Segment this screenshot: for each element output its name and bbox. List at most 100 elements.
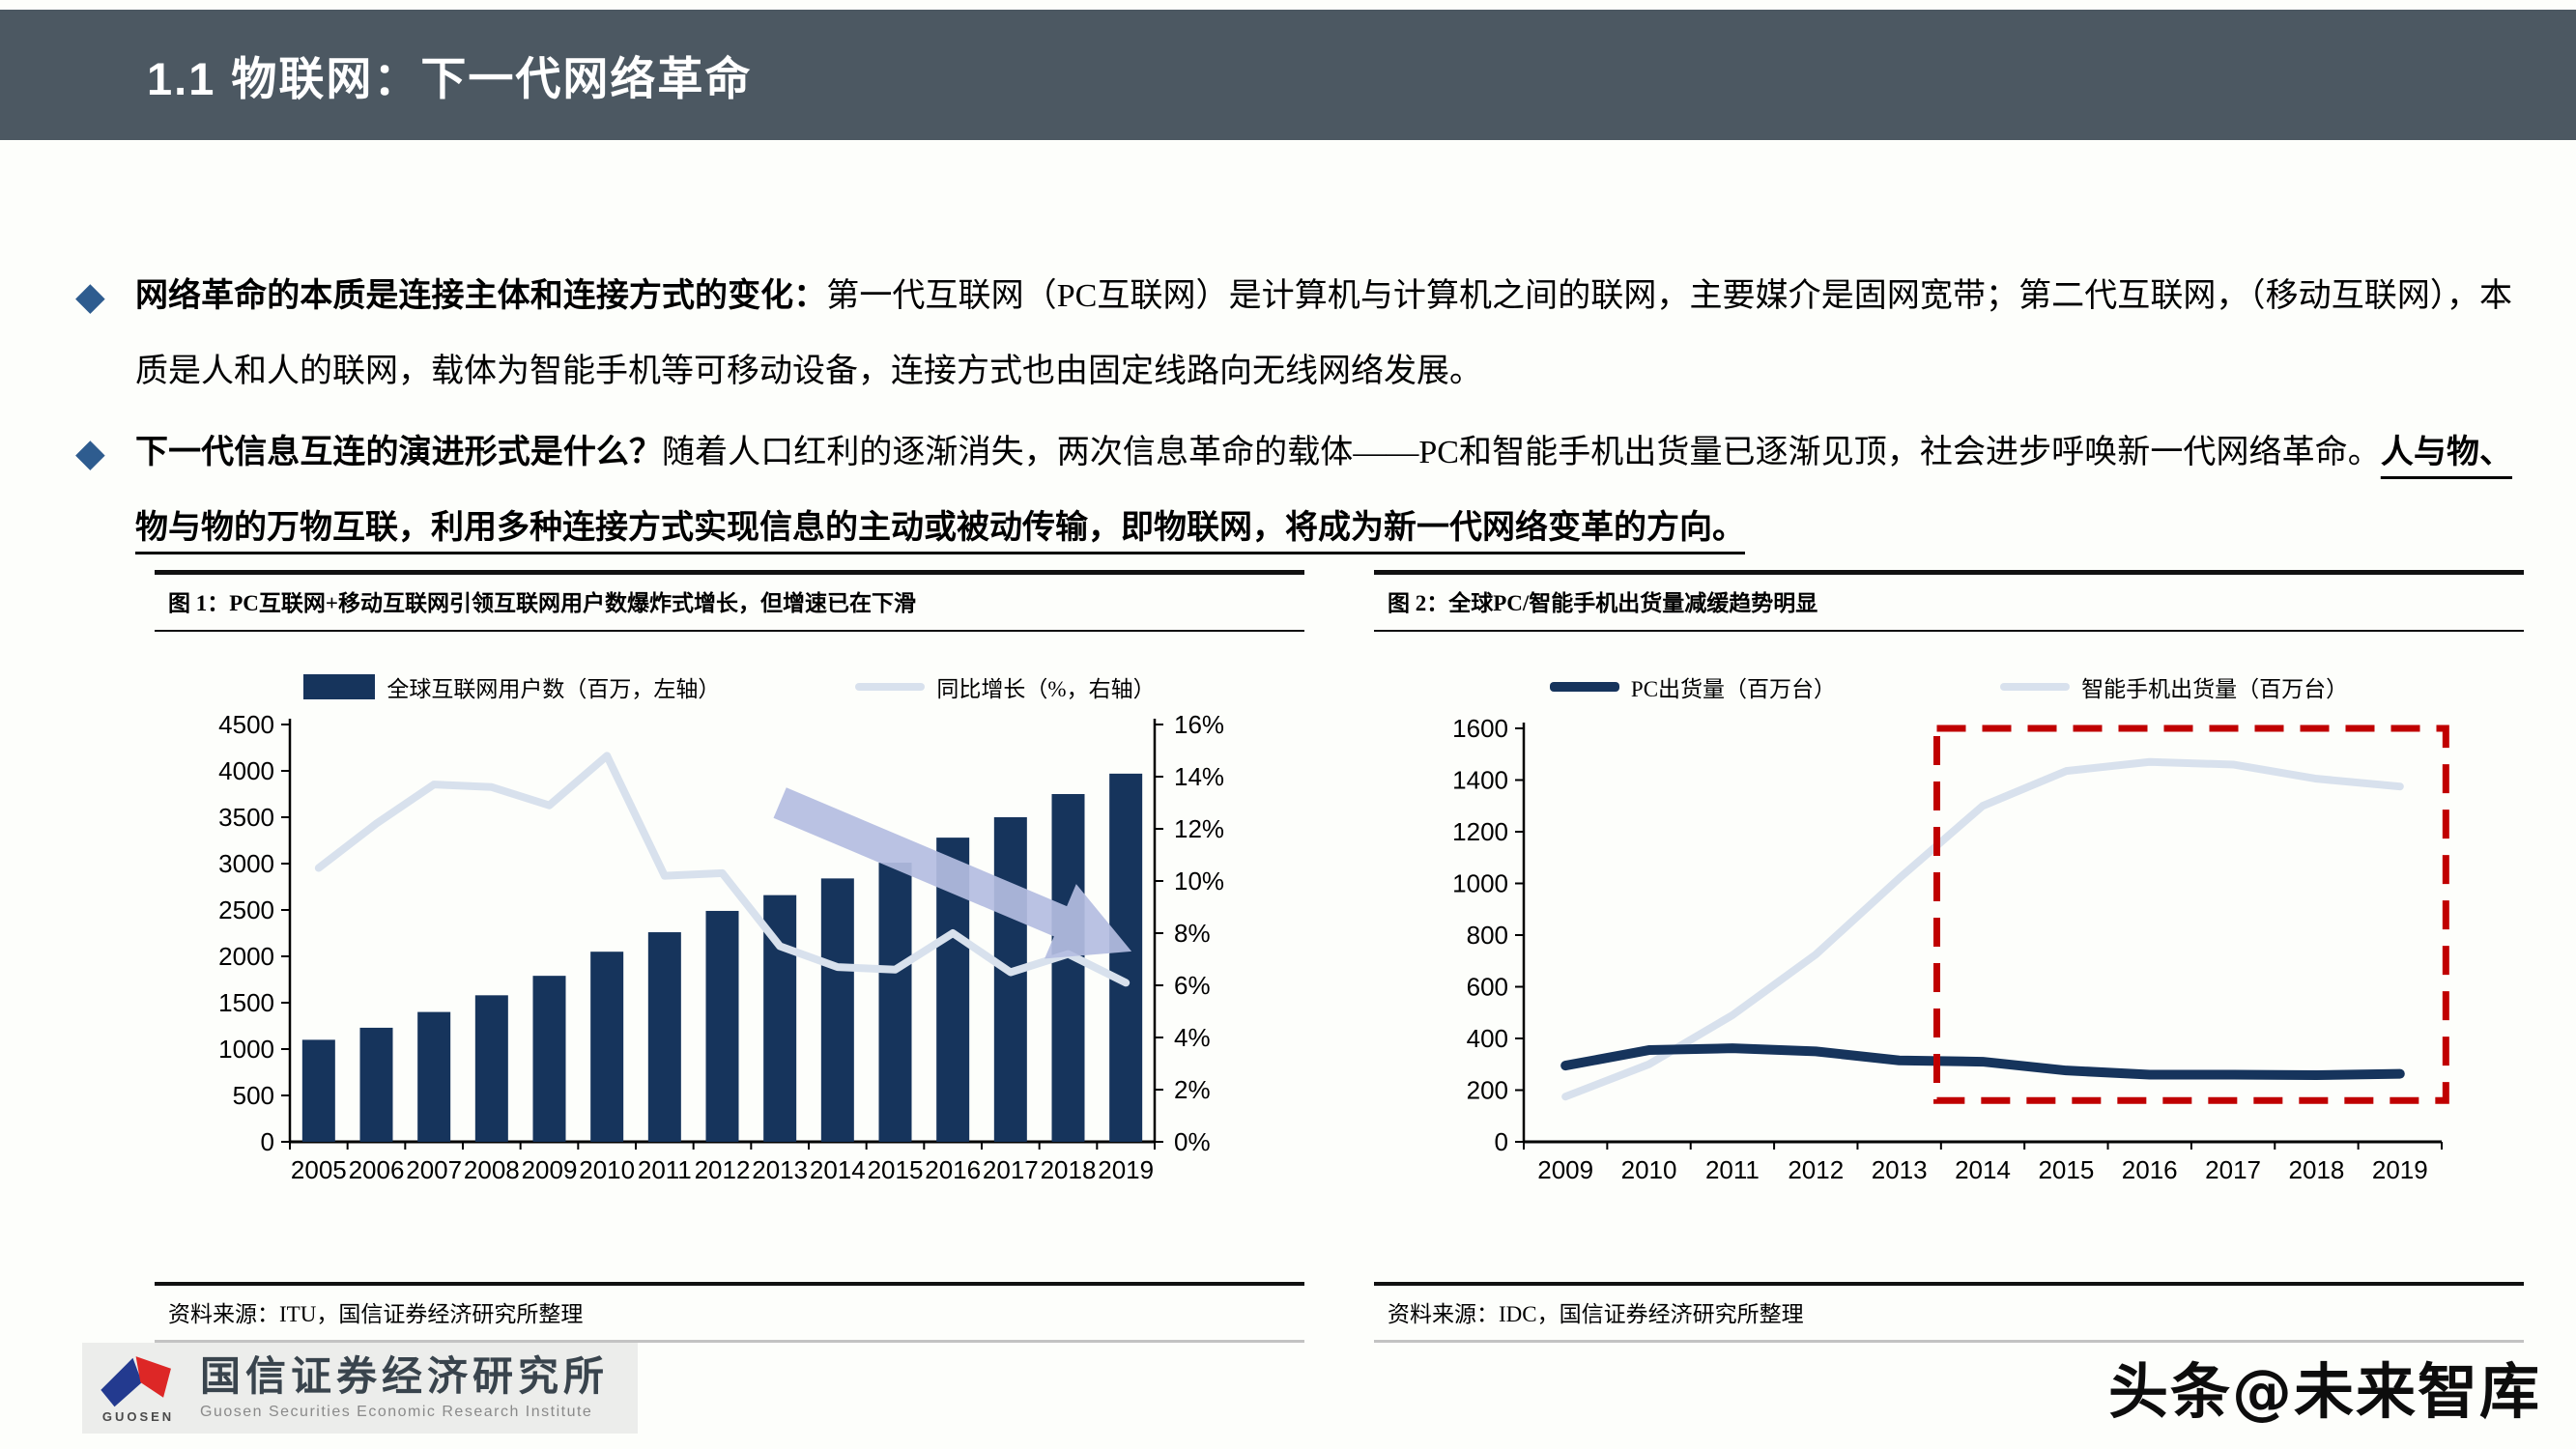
svg-text:2017: 2017 bbox=[2205, 1155, 2261, 1184]
svg-text:14%: 14% bbox=[1174, 762, 1224, 791]
svg-text:600: 600 bbox=[1467, 973, 1508, 1002]
svg-text:2%: 2% bbox=[1174, 1075, 1211, 1104]
figure-2-legend: PC出货量（百万台） 智能手机出货量（百万台） bbox=[1374, 661, 2524, 703]
page-title: 1.1 物联网：下一代网络革命 bbox=[147, 42, 752, 108]
svg-text:2012: 2012 bbox=[1788, 1155, 1844, 1184]
svg-text:1400: 1400 bbox=[1452, 766, 1508, 795]
svg-text:2009: 2009 bbox=[522, 1155, 578, 1184]
svg-text:4%: 4% bbox=[1174, 1023, 1211, 1052]
internet-users-bar-line-chart: 0 500 1000 1500 2000 2500 3000 3500 4000 4500 0% 2%… bbox=[218, 710, 1224, 1184]
svg-text:16%: 16% bbox=[1174, 710, 1224, 739]
figure-1: 图 1：PC互联网+移动互联网引领互联网用户数爆炸式增长，但增速已在下滑 全球互… bbox=[155, 570, 1304, 1343]
bullet-list: ◆ 网络革命的本质是连接主体和连接方式的变化：第一代互联网（PC互联网）是计算机… bbox=[75, 259, 2512, 572]
legend-item-internet-users: 全球互联网用户数（百万，左轴） bbox=[303, 670, 720, 703]
svg-text:2014: 2014 bbox=[810, 1155, 866, 1184]
header-bar: 1.1 物联网：下一代网络革命 bbox=[0, 10, 2576, 140]
svg-text:2016: 2016 bbox=[925, 1155, 981, 1184]
logo-en-name: Guosen Securities Economic Research Inst… bbox=[200, 1403, 593, 1420]
svg-text:1000: 1000 bbox=[1452, 869, 1508, 898]
svg-text:2017: 2017 bbox=[983, 1155, 1039, 1184]
logo-guosen-text: GUOSEN bbox=[101, 1408, 175, 1424]
figure-2-plot: 0 200 400 600 800 1000 1200 1400 1600 2009 2010 201… bbox=[1374, 709, 2524, 1221]
svg-text:2018: 2018 bbox=[1041, 1155, 1097, 1184]
bullet-2-lead: 下一代信息互连的演进形式是什么？ bbox=[135, 435, 663, 470]
watermark: 头条@未来智库 bbox=[2107, 1356, 2541, 1427]
guosen-logo-mark: GUOSEN bbox=[96, 1353, 181, 1424]
guosen-logo-icon bbox=[100, 1355, 171, 1406]
logo-cn-name: 国信证券经济研究所 bbox=[200, 1355, 610, 1401]
svg-text:1000: 1000 bbox=[218, 1035, 274, 1064]
shipments-line-chart: 0 200 400 600 800 1000 1200 1400 1600 2009 2010 201… bbox=[1452, 714, 2449, 1184]
section-title-text: 物联网：下一代网络革命 bbox=[231, 55, 753, 105]
bullet-item-1: ◆ 网络革命的本质是连接主体和连接方式的变化：第一代互联网（PC互联网）是计算机… bbox=[75, 259, 2512, 410]
svg-text:2007: 2007 bbox=[406, 1155, 462, 1184]
svg-text:2011: 2011 bbox=[638, 1155, 692, 1184]
line-swatch-icon bbox=[2000, 683, 2071, 691]
svg-text:2019: 2019 bbox=[2372, 1155, 2428, 1184]
svg-text:500: 500 bbox=[233, 1081, 274, 1110]
legend-label: 全球互联网用户数（百万，左轴） bbox=[386, 677, 721, 701]
line-swatch-icon bbox=[855, 683, 926, 691]
figure-2-title: 图 2：全球PC/智能手机出货量减缓趋势明显 bbox=[1374, 570, 2524, 632]
svg-text:1200: 1200 bbox=[1452, 817, 1508, 846]
bullet-2-body: 随着人口红利的逐渐消失，两次信息革命的载体——PC和智能手机出货量已逐渐见顶，社… bbox=[662, 435, 2381, 470]
legend-item-smartphone-shipments: 智能手机出货量（百万台） bbox=[2000, 670, 2348, 703]
svg-text:2018: 2018 bbox=[2289, 1155, 2345, 1184]
svg-text:2005: 2005 bbox=[291, 1155, 347, 1184]
bullet-1-text: 网络革命的本质是连接主体和连接方式的变化：第一代互联网（PC互联网）是计算机与计… bbox=[135, 259, 2512, 410]
svg-text:10%: 10% bbox=[1174, 867, 1224, 895]
logo-blue-shape bbox=[100, 1357, 142, 1406]
figure-2-source: 资料来源：IDC，国信证券经济研究所整理 bbox=[1374, 1282, 2524, 1343]
legend-label: PC出货量（百万台） bbox=[1630, 677, 1837, 701]
svg-text:0: 0 bbox=[1495, 1127, 1508, 1156]
figure-1-legend: 全球互联网用户数（百万，左轴） 同比增长（%，右轴） bbox=[155, 661, 1304, 703]
svg-text:0: 0 bbox=[261, 1127, 274, 1156]
svg-text:8%: 8% bbox=[1174, 919, 1211, 948]
svg-text:2015: 2015 bbox=[868, 1155, 924, 1184]
svg-text:200: 200 bbox=[1467, 1076, 1508, 1105]
figure-1-source: 资料来源：ITU，国信证券经济研究所整理 bbox=[155, 1282, 1304, 1343]
figures-row: 图 1：PC互联网+移动互联网引领互联网用户数爆炸式增长，但增速已在下滑 全球互… bbox=[155, 570, 2524, 1343]
svg-text:1600: 1600 bbox=[1452, 714, 1508, 743]
svg-text:2012: 2012 bbox=[695, 1155, 751, 1184]
svg-text:2008: 2008 bbox=[464, 1155, 520, 1184]
svg-text:4500: 4500 bbox=[218, 710, 274, 739]
svg-text:2010: 2010 bbox=[1621, 1155, 1677, 1184]
svg-text:2010: 2010 bbox=[579, 1155, 635, 1184]
svg-text:2011: 2011 bbox=[1705, 1155, 1760, 1184]
section-number: 1.1 bbox=[147, 53, 216, 104]
svg-text:1500: 1500 bbox=[218, 988, 274, 1017]
svg-text:3500: 3500 bbox=[218, 803, 274, 832]
svg-text:2014: 2014 bbox=[1955, 1155, 2011, 1184]
line-swatch-icon bbox=[1549, 682, 1619, 692]
svg-text:2013: 2013 bbox=[1872, 1155, 1928, 1184]
legend-item-yoy-growth: 同比增长（%，右轴） bbox=[855, 670, 1156, 703]
svg-text:6%: 6% bbox=[1174, 971, 1211, 1000]
figure-2: 图 2：全球PC/智能手机出货量减缓趋势明显 PC出货量（百万台） 智能手机出货… bbox=[1374, 570, 2524, 1343]
bullet-item-2: ◆ 下一代信息互连的演进形式是什么？随着人口红利的逐渐消失，两次信息革命的载体—… bbox=[75, 415, 2512, 566]
bullet-2-text: 下一代信息互连的演进形式是什么？随着人口红利的逐渐消失，两次信息革命的载体——P… bbox=[135, 415, 2512, 566]
guosen-logo: GUOSEN 国信证券经济研究所 Guosen Securities Econo… bbox=[82, 1343, 639, 1434]
legend-item-pc-shipments: PC出货量（百万台） bbox=[1549, 670, 1837, 703]
svg-text:12%: 12% bbox=[1174, 814, 1224, 843]
diamond-bullet-icon: ◆ bbox=[75, 274, 105, 318]
diamond-bullet-icon: ◆ bbox=[75, 431, 105, 474]
logo-text: 国信证券经济研究所 Guosen Securities Economic Res… bbox=[200, 1355, 609, 1420]
svg-text:0%: 0% bbox=[1174, 1127, 1211, 1156]
svg-text:2016: 2016 bbox=[2122, 1155, 2178, 1184]
figure-1-plot: 0 500 1000 1500 2000 2500 3000 3500 4000 4500 0% 2%… bbox=[155, 709, 1304, 1221]
svg-text:3000: 3000 bbox=[218, 849, 274, 878]
bar-swatch-icon bbox=[303, 674, 376, 699]
svg-text:2500: 2500 bbox=[218, 895, 274, 924]
svg-text:800: 800 bbox=[1467, 921, 1508, 950]
figure-1-title: 图 1：PC互联网+移动互联网引领互联网用户数爆炸式增长，但增速已在下滑 bbox=[155, 570, 1304, 632]
legend-label: 同比增长（%，右轴） bbox=[936, 677, 1156, 701]
legend-label: 智能手机出货量（百万台） bbox=[2081, 677, 2349, 701]
svg-text:2000: 2000 bbox=[218, 942, 274, 971]
svg-text:2013: 2013 bbox=[752, 1155, 808, 1184]
bullet-2-tail: 人与物、物与物的万物互联，利用多种连接方式实现信息的主动或被动传输，即物联网，将… bbox=[135, 435, 2513, 546]
svg-text:2019: 2019 bbox=[1098, 1155, 1154, 1184]
svg-text:2015: 2015 bbox=[2038, 1155, 2094, 1184]
svg-text:400: 400 bbox=[1467, 1024, 1508, 1053]
